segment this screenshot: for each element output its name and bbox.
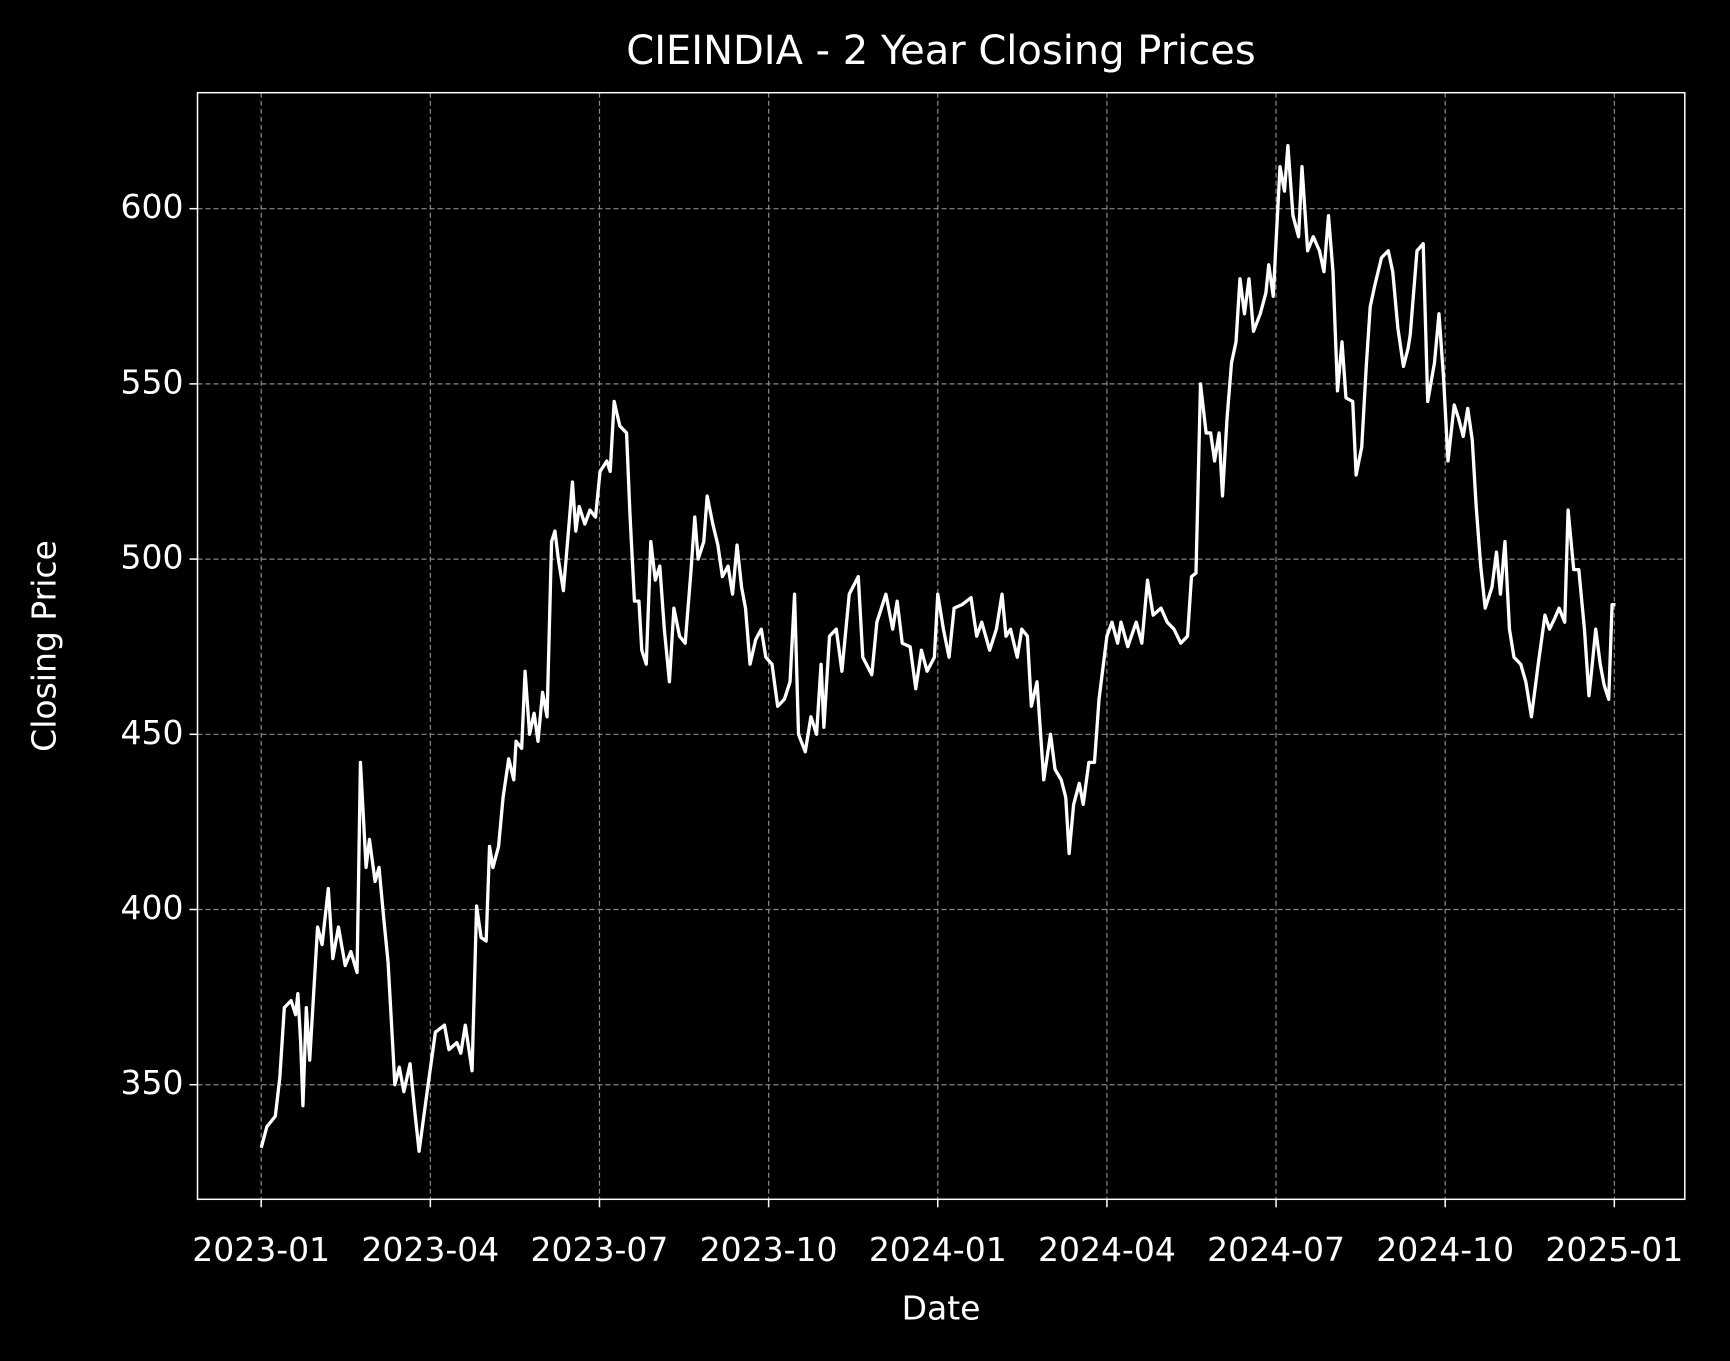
x-tick-label: 2023-07 xyxy=(531,1230,669,1269)
x-tick-label: 2023-01 xyxy=(192,1230,330,1269)
x-tick-label: 2024-04 xyxy=(1038,1230,1176,1269)
x-tick-label: 2024-01 xyxy=(869,1230,1007,1269)
x-tick-label: 2023-10 xyxy=(700,1230,838,1269)
y-tick-label: 400 xyxy=(121,888,184,927)
y-tick-label: 450 xyxy=(121,713,184,752)
x-tick-label: 2025-01 xyxy=(1545,1230,1683,1269)
chart-title: CIEINDIA - 2 Year Closing Prices xyxy=(626,28,1255,74)
y-tick-label: 600 xyxy=(121,187,184,226)
x-tick-label: 2023-04 xyxy=(361,1230,499,1269)
y-tick-label: 500 xyxy=(121,538,184,577)
y-tick-label: 350 xyxy=(121,1063,184,1102)
price-line xyxy=(259,143,1616,1153)
x-axis-label: Date xyxy=(902,1289,981,1328)
y-tick-label: 550 xyxy=(121,362,184,401)
x-tick-label: 2024-07 xyxy=(1207,1230,1345,1269)
y-axis-label: Closing Price xyxy=(25,540,64,752)
plot-frame xyxy=(196,91,1686,1201)
x-tick-label: 2024-10 xyxy=(1376,1230,1514,1269)
